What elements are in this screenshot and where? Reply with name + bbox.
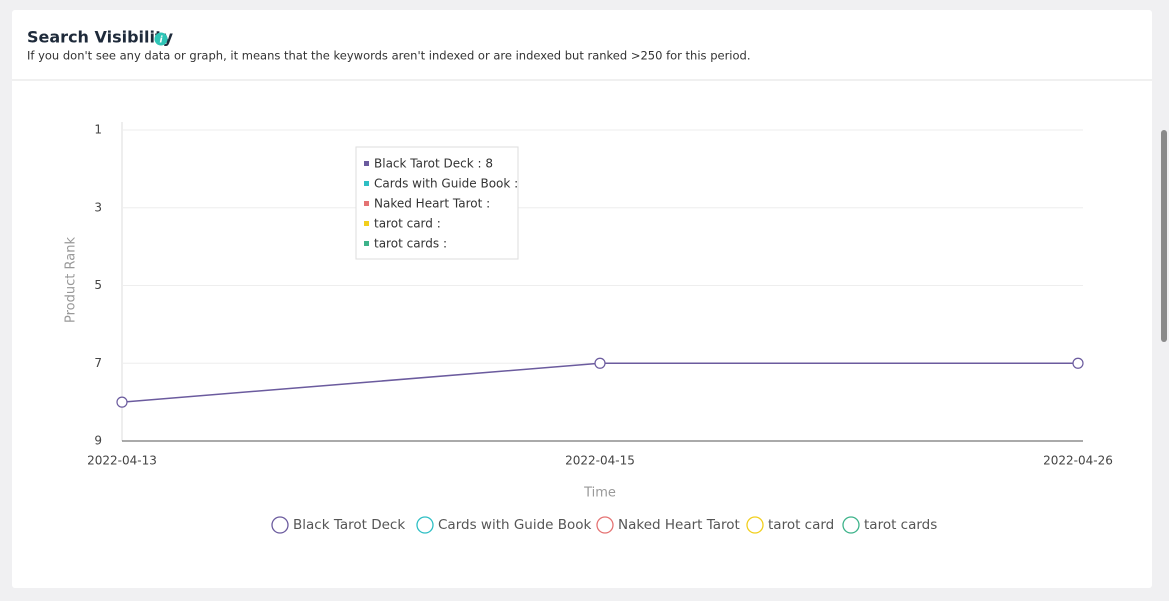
legend-symbol xyxy=(596,516,614,534)
tooltip-text: tarot card : xyxy=(374,217,441,231)
scrollbar[interactable] xyxy=(1161,130,1167,342)
tooltip-text: Naked Heart Tarot : xyxy=(374,197,490,211)
x-tick-label: 2022-04-15 xyxy=(565,454,635,468)
y-tick-label: 5 xyxy=(94,278,102,292)
point xyxy=(594,357,606,369)
x-axis-label: Time xyxy=(583,486,616,501)
legend-item[interactable]: tarot cards xyxy=(842,516,937,534)
legend-label: Black Tarot Deck xyxy=(293,517,405,533)
legend-label: Cards with Guide Book xyxy=(438,517,592,533)
subtitle: If you don't see any data or graph, it m… xyxy=(27,49,750,63)
tooltip-swatch xyxy=(364,241,369,246)
info-icon[interactable] xyxy=(154,32,168,46)
info-glyph: i xyxy=(159,36,163,46)
point xyxy=(116,396,128,408)
x-tick-label: 2022-04-13 xyxy=(87,454,157,468)
legend-item[interactable]: Cards with Guide Book xyxy=(416,516,592,534)
y-axis-label: Product Rank xyxy=(64,237,79,323)
legend-label: tarot card xyxy=(768,517,834,533)
tooltip-swatch xyxy=(364,221,369,226)
card xyxy=(12,10,1152,588)
point xyxy=(1072,357,1084,369)
legend-label: tarot cards xyxy=(864,517,937,533)
legend-symbol xyxy=(746,516,764,534)
tooltip-swatch xyxy=(364,181,369,186)
tooltip: Black Tarot Deck : 8 Cards with Guide Boo… xyxy=(355,146,519,260)
legend-symbol xyxy=(842,516,860,534)
legend-item[interactable]: tarot card xyxy=(746,516,834,534)
legend-item[interactable]: Black Tarot Deck xyxy=(271,516,405,534)
tooltip-swatch xyxy=(364,161,369,166)
y-tick-label: 7 xyxy=(94,356,102,370)
legend-item[interactable]: Naked Heart Tarot xyxy=(596,516,740,534)
x-tick-label: 2022-04-26 xyxy=(1043,454,1113,468)
tooltip-text: tarot cards : xyxy=(374,237,447,251)
tooltip-box xyxy=(355,146,519,260)
tooltip-swatch xyxy=(364,201,369,206)
title: Search Visibility xyxy=(27,28,174,47)
legend-label: Naked Heart Tarot xyxy=(618,517,740,533)
y-tick-label: 3 xyxy=(94,200,102,214)
y-tick-label: 9 xyxy=(94,434,102,448)
tooltip-text: Black Tarot Deck : 8 xyxy=(374,157,493,171)
tooltip-text: Cards with Guide Book : xyxy=(374,177,518,191)
y-tick-label: 1 xyxy=(94,123,102,137)
legend-symbol xyxy=(416,516,434,534)
legend-symbol xyxy=(271,516,289,534)
